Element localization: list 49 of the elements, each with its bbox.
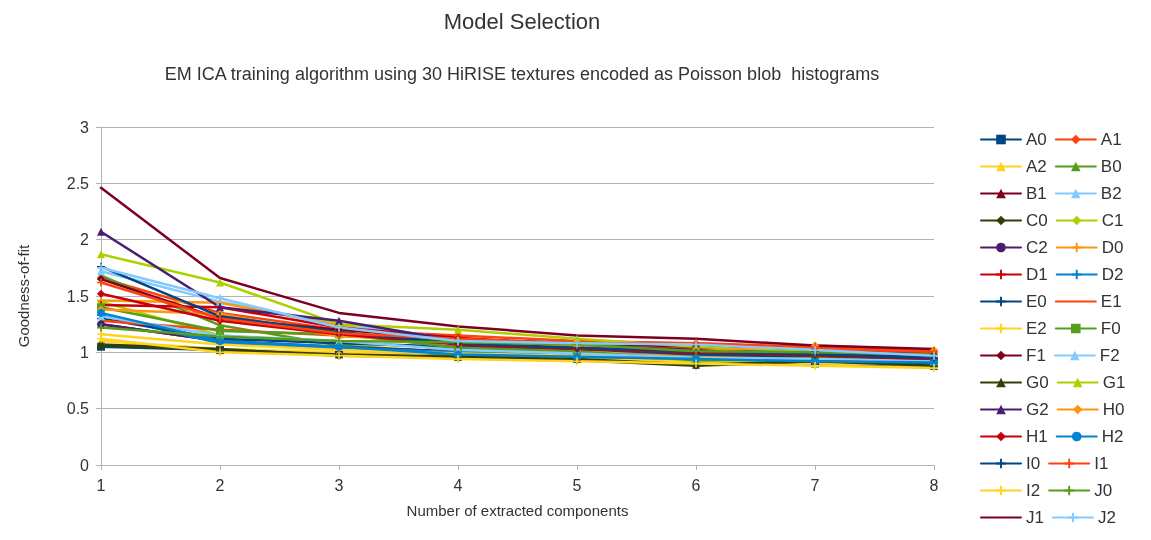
legend-label: D2 — [1101, 265, 1124, 284]
legend-label: A0 — [1026, 130, 1047, 149]
x-tick-label: 3 — [334, 476, 344, 494]
legend-label: A1 — [1100, 130, 1122, 149]
legend-label: I2 — [1026, 481, 1041, 500]
legend-label: F1 — [1026, 346, 1046, 365]
y-tick-label: 0 — [80, 456, 90, 474]
legend-label: A2 — [1026, 157, 1047, 176]
chart-subtitle: EM ICA training algorithm using 30 HiRISE textures encoded as Poisson blob histograms — [164, 64, 880, 84]
x-tick-label: 6 — [691, 476, 701, 494]
y-tick-label: 3 — [80, 118, 90, 136]
legend-label: F0 — [1100, 319, 1121, 338]
x-axis-title: Number of extracted components — [406, 502, 629, 519]
x-tick-label: 4 — [453, 476, 463, 494]
x-tick-label: 7 — [810, 476, 820, 494]
y-tick-label: 1.5 — [66, 287, 90, 305]
legend-label: G1 — [1102, 373, 1126, 392]
chart-title: Model Selection — [443, 8, 601, 34]
legend-label: J0 — [1094, 481, 1113, 500]
y-tick-label: 0.5 — [66, 400, 90, 418]
legend-label: B0 — [1100, 157, 1122, 176]
legend-label: D1 — [1026, 265, 1048, 284]
legend-label: H2 — [1101, 427, 1124, 446]
legend-label: G2 — [1026, 400, 1049, 419]
legend-label: C1 — [1101, 211, 1124, 230]
legend-label: E2 — [1026, 319, 1047, 338]
legend-label: G0 — [1026, 373, 1049, 392]
legend-label: B2 — [1100, 184, 1122, 203]
legend-label: J1 — [1026, 508, 1044, 527]
legend-label: I0 — [1026, 454, 1041, 473]
legend-label: C0 — [1026, 211, 1048, 230]
y-tick-label: 2.5 — [66, 174, 90, 192]
legend-label: B1 — [1026, 184, 1047, 203]
legend-label: C2 — [1026, 238, 1048, 257]
legend-label: D0 — [1101, 238, 1124, 257]
legend-label: H1 — [1026, 427, 1048, 446]
legend-label: J2 — [1097, 508, 1116, 527]
legend-label: F2 — [1099, 346, 1120, 365]
y-tick-label: 1 — [80, 343, 90, 361]
y-tick-label: 2 — [80, 231, 90, 249]
x-tick-label: 1 — [96, 476, 106, 494]
legend-label: E1 — [1100, 292, 1122, 311]
x-tick-label: 8 — [929, 476, 939, 494]
legend-label: H0 — [1102, 400, 1125, 419]
x-tick-label: 5 — [572, 476, 582, 494]
y-axis-title: Goodness-of-fit — [15, 243, 32, 348]
x-tick-label: 2 — [215, 476, 225, 494]
legend-label: I1 — [1094, 454, 1109, 473]
legend-label: E0 — [1026, 292, 1047, 311]
